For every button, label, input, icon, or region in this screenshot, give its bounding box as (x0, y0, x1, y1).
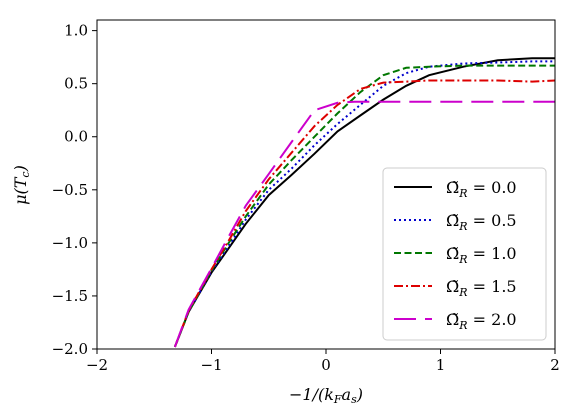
y-tick-label: −1.0 (52, 234, 88, 252)
legend-label-3: Ω̃R = 1.5 (446, 277, 517, 299)
y-tick-label: −0.5 (52, 181, 88, 199)
series-line-0 (173, 57, 555, 348)
x-ticks: −2 −1 0 1 2 (86, 349, 560, 374)
x-tick-label: 1 (436, 356, 446, 374)
legend-label-2: Ω̃R = 1.0 (446, 244, 517, 266)
x-tick-label: −1 (200, 356, 222, 374)
x-tick-label: −2 (86, 356, 108, 374)
legend-label-1: Ω̃R = 0.5 (446, 211, 517, 233)
legend-box (382, 167, 547, 341)
y-axis-label: μ(Tc) (11, 165, 32, 205)
legend: Ω̃R = 0.0 Ω̃R = 0.5 Ω̃R = 1.0 Ω̃R = 1.5 Ω̃R … (382, 167, 547, 341)
y-tick-label: 1.0 (64, 22, 88, 40)
legend-label-0: Ω̃R = 0.0 (446, 178, 517, 200)
legend-label-4: Ω̃R = 2.0 (446, 310, 517, 332)
y-tick-label: −2.0 (52, 340, 88, 358)
series-line-3 (173, 79, 556, 348)
y-ticks: −2.0 −1.5 −1.0 −0.5 0.0 0.5 1.0 (52, 22, 97, 358)
x-tick-label: 0 (321, 356, 331, 374)
y-tick-label: 0.5 (64, 75, 88, 93)
x-axis-label: −1/(kFas) (289, 385, 363, 406)
series-line-4 (173, 100, 555, 348)
y-tick-label: −1.5 (52, 287, 88, 305)
x-tick-label: 2 (550, 356, 560, 374)
series-lines (173, 57, 556, 348)
y-tick-label: 0.0 (64, 128, 88, 146)
